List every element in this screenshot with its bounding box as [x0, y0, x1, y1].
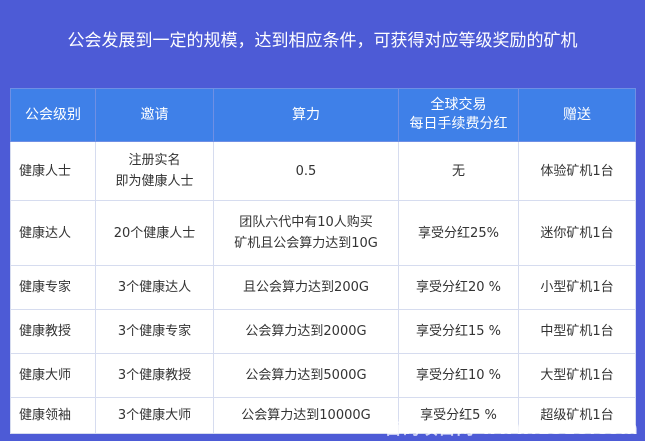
- cell-text: 公会算力达到5000G: [245, 368, 367, 383]
- cell-text: 迷你矿机1台: [540, 225, 614, 241]
- table-cell: 健康专家: [10, 265, 96, 310]
- cell-text: 大型矿机1台: [540, 368, 614, 383]
- cell-text: 中型矿机1台: [540, 324, 614, 339]
- table-cell: 3个健康教授: [95, 353, 214, 398]
- cell-text: 享受分红5 %: [420, 408, 497, 423]
- cell-text: 健康达人: [19, 225, 72, 241]
- table-cell: 体验矿机1台: [518, 141, 636, 201]
- cell-text: 注册实名: [128, 153, 181, 168]
- cell-text: 即为健康人士: [115, 174, 194, 189]
- reward-table: 公会级别 邀请 算力 全球交易每日手续费分红 赠送 健康人士 注册实名即为健康人士 0.5 无…: [10, 88, 636, 434]
- cell-text: 矿机且公会算力达到10G: [234, 236, 378, 251]
- cell-text: 3个健康达人: [117, 280, 192, 295]
- table-cell: 健康大师: [10, 353, 96, 398]
- cell-text: 3个健康大师: [117, 408, 192, 423]
- header-row: 公会级别 邀请 算力 全球交易每日手续费分红 赠送: [10, 88, 636, 142]
- table-row: 健康专家 3个健康达人 且公会算力达到200G 享受分红20 % 小型矿机1台: [10, 265, 636, 310]
- table-row: 健康教授 3个健康专家 公会算力达到2000G 享受分红15 % 中型矿机1台: [10, 309, 636, 354]
- table-cell: 公会算力达到2000G: [213, 309, 399, 354]
- table-cell: 享受分红10 %: [398, 353, 519, 398]
- table-cell: 注册实名即为健康人士: [95, 141, 214, 201]
- table-cell: 健康人士: [10, 141, 96, 201]
- cell-text: 小型矿机1台: [540, 280, 614, 295]
- cell-text: 健康人士: [19, 163, 72, 179]
- cell-text: 3个健康教授: [117, 368, 192, 383]
- table-cell: 享受分红15 %: [398, 309, 519, 354]
- cell-text: 享受分红25%: [418, 225, 499, 241]
- table-cell: 0.5: [213, 141, 399, 201]
- table-cell: 公会算力达到10000G: [213, 397, 399, 434]
- header-text: 公会级别: [25, 106, 81, 123]
- table-cell: 团队六代中有10人购买 矿机且公会算力达到10G: [213, 200, 399, 266]
- table-cell: 公会算力达到5000G: [213, 353, 399, 398]
- table-cell: 健康教授: [10, 309, 96, 354]
- table-cell: 20个健康人士: [95, 200, 214, 266]
- cell-text: 公会算力达到2000G: [245, 324, 367, 339]
- header-text: 每日手续费分红: [409, 116, 508, 132]
- column-header: 公会级别: [10, 88, 96, 142]
- table-cell: 迷你矿机1台: [518, 200, 636, 266]
- table-cell: 无: [398, 141, 519, 201]
- cell-text: 健康大师: [19, 368, 72, 383]
- header-text: 邀请: [140, 106, 169, 123]
- table-cell: 中型矿机1台: [518, 309, 636, 354]
- header-text: 算力: [292, 106, 320, 123]
- cell-text: 享受分红20 %: [415, 280, 502, 295]
- cell-text: 且公会算力达到200G: [243, 280, 369, 295]
- cell-text: 健康领袖: [19, 408, 72, 423]
- cell-text: 无: [451, 163, 465, 179]
- watermark: 首码项目网 www.E518.com: [384, 419, 639, 439]
- table-row: 健康领袖 3个健康大师 公会算力达到10000G 享受分红5 % 超级矿机1台: [10, 397, 636, 434]
- table-cell: 健康达人: [10, 200, 96, 266]
- table-cell: 享受分红5 %: [398, 397, 519, 434]
- cell-text: 超级矿机1台: [540, 408, 614, 423]
- cell-text: 体验矿机1台: [540, 163, 614, 179]
- cell-text: 20个健康人士: [113, 225, 196, 241]
- cell-text: 健康教授: [19, 324, 72, 339]
- table-body: 健康人士 注册实名即为健康人士 0.5 无 体验矿机1台健康达人 20个健康人士 团队六代中…: [10, 141, 636, 434]
- table-cell: 享受分红20 %: [398, 265, 519, 310]
- table-row: 健康大师 3个健康教授 公会算力达到5000G 享受分红10 % 大型矿机1台: [10, 353, 636, 398]
- table-cell: 享受分红25%: [398, 200, 519, 266]
- cell-text: 享受分红15 %: [415, 324, 502, 339]
- table-row: 健康达人 20个健康人士 团队六代中有10人购买 矿机且公会算力达到10G 享受分红25…: [10, 200, 636, 266]
- cell-text: 团队六代中有10人购买: [239, 215, 373, 230]
- table-row: 健康人士 注册实名即为健康人士 0.5 无 体验矿机1台: [10, 141, 636, 201]
- column-header: 算力: [213, 88, 399, 142]
- table-cell: 小型矿机1台: [518, 265, 636, 310]
- header-text: 全球交易: [430, 97, 487, 113]
- column-header: 赠送: [518, 88, 636, 142]
- table-cell: 超级矿机1台: [518, 397, 636, 434]
- table-cell: 且公会算力达到200G: [213, 265, 399, 310]
- column-header: 全球交易每日手续费分红: [398, 88, 519, 142]
- table-cell: 3个健康专家: [95, 309, 214, 354]
- table-cell: 3个健康大师: [95, 397, 214, 434]
- cell-text: 健康专家: [19, 280, 72, 295]
- cell-text: 3个健康专家: [117, 324, 192, 339]
- table-cell: 健康领袖: [10, 397, 96, 434]
- cell-text: 享受分红10 %: [415, 368, 502, 383]
- table-cell: 大型矿机1台: [518, 353, 636, 398]
- cell-text: 0.5: [295, 163, 317, 179]
- cell-text: 公会算力达到10000G: [241, 408, 371, 423]
- title: 公会发展到一定的规模，达到相应条件，可获得对应等级奖励的矿机: [67, 31, 578, 51]
- header-text: 赠送: [563, 106, 591, 123]
- column-header: 邀请: [95, 88, 214, 142]
- table-cell: 3个健康达人: [95, 265, 214, 310]
